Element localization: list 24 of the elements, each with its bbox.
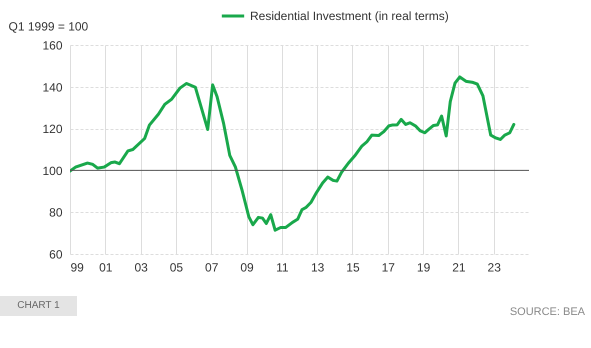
x-tick-label: 13 [310,260,325,274]
y-tick-label: 60 [49,248,63,262]
line-series [70,75,516,232]
y-tick-label: 160 [42,38,63,52]
x-tick-label: 03 [134,260,148,274]
x-tick-label: 23 [488,260,502,274]
x-tick-label: 21 [452,260,466,274]
x-tick-label: 15 [346,260,360,274]
x-tick-label: 07 [205,260,219,274]
x-tick-label: 11 [276,260,289,274]
caption: CHART 1 [0,296,77,316]
y-tick-label: 140 [42,80,63,94]
x-tick-label: 17 [382,260,396,274]
x-tick-label: 01 [99,260,113,274]
x-tick-label: 09 [240,260,254,274]
y-axis-title: Q1 1999 = 100 [8,20,89,34]
x-tick-label: 05 [170,260,184,274]
y-tick-label: 80 [49,206,63,220]
source-note: SOURCE: BEA [510,306,585,318]
legend-label: Residential Investment (in real terms) [250,9,449,23]
x-tick-label: 99 [70,260,84,274]
y-tick-label: 120 [42,122,63,136]
x-tick-label: 19 [416,260,431,274]
y-tick-label: 100 [42,164,63,178]
